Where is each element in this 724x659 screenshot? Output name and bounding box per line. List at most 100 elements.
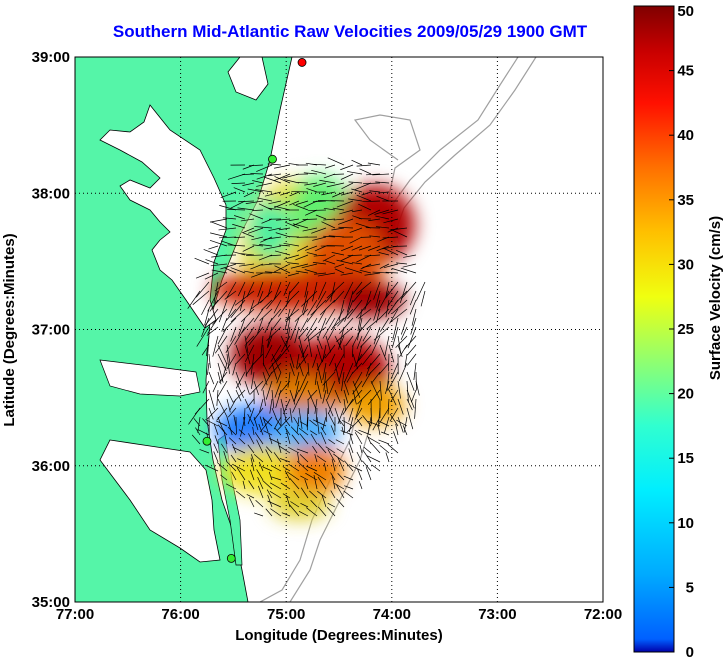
colorbar-tick-label: 15: [677, 450, 694, 467]
velocity-vector: [356, 164, 372, 167]
velocity-vector: [378, 308, 390, 320]
velocity-vector: [284, 308, 291, 331]
velocity-vector: [244, 344, 255, 363]
velocity-vector: [196, 326, 210, 347]
velocity-vector: [288, 281, 300, 295]
velocity-vector: [293, 416, 300, 427]
velocity-vector: [277, 299, 291, 317]
velocity-vector: [249, 213, 264, 220]
velocity-vector: [304, 182, 318, 186]
colorbar-label: Surface Velocity (cm/s): [707, 216, 724, 380]
velocity-vector: [387, 371, 399, 391]
velocity-vector: [219, 236, 237, 239]
velocity-vector: [301, 344, 309, 358]
velocity-vector: [268, 200, 282, 205]
velocity-vector: [206, 326, 219, 336]
velocity-vector: [296, 200, 309, 205]
velocity-vector: [248, 164, 264, 167]
velocity-vector: [385, 380, 390, 394]
velocity-vector: [391, 326, 399, 348]
velocity-vector: [230, 200, 246, 209]
velocity-vector: [188, 407, 201, 425]
velocity-vector: [279, 458, 291, 463]
velocity-vector: [340, 173, 354, 180]
velocity-vector: [305, 209, 318, 216]
velocity-vector: [226, 389, 234, 403]
velocity-vector: [375, 290, 381, 308]
velocity-vector: [206, 335, 210, 357]
velocity-vector: [274, 427, 282, 436]
velocity-vector: [351, 159, 363, 166]
velocity-vector: [213, 281, 219, 304]
velocity-vector: [295, 270, 309, 274]
velocity-vector: [203, 249, 219, 256]
velocity-vector: [263, 417, 273, 427]
velocity-vector: [379, 263, 390, 269]
velocity-vector: [231, 443, 237, 454]
velocity-vector: [325, 308, 336, 325]
radar-site-marker: [297, 58, 307, 67]
velocity-vector: [303, 200, 318, 208]
velocity-vector: [277, 416, 291, 431]
velocity-vector: [232, 446, 246, 454]
velocity-vector: [344, 267, 363, 274]
velocity-vector: [275, 389, 282, 408]
velocity-vector: [387, 444, 399, 454]
colorbar-tick-label: 30: [677, 256, 694, 273]
velocity-vector: [241, 317, 255, 334]
velocity-vector: [257, 281, 264, 297]
velocity-vector: [338, 218, 354, 225]
velocity-vector: [257, 485, 264, 499]
velocity-vector: [259, 398, 264, 413]
velocity-vector: [232, 463, 246, 472]
velocity-vector: [385, 271, 399, 274]
velocity-vector: [242, 245, 255, 252]
velocity-vector: [210, 221, 228, 229]
velocity-vector: [306, 188, 318, 193]
velocity-vector: [312, 353, 318, 368]
velocity-arrows: [187, 157, 426, 517]
velocity-vector: [407, 353, 417, 366]
velocity-vector: [344, 362, 354, 382]
velocity-vector: [362, 460, 372, 472]
velocity-vector: [346, 171, 363, 175]
velocity-vector: [347, 389, 363, 407]
colorbar: 0 5 10 15 20 25 30 35 40 45 50 Surface Velocity (c…: [633, 3, 724, 659]
velocity-vector: [304, 478, 309, 490]
velocity-vector: [235, 389, 242, 402]
velocity-vector: [413, 362, 417, 381]
velocity-vector: [283, 254, 300, 260]
velocity-vector: [232, 223, 246, 229]
velocity-vector: [366, 317, 381, 330]
velocity-vector: [310, 433, 318, 445]
velocity-vector: [305, 317, 318, 337]
velocity-vector: [226, 416, 233, 436]
velocity-vector: [291, 434, 300, 445]
velocity-vector: [312, 163, 327, 166]
velocity-vector: [306, 407, 309, 428]
velocity-vector: [379, 344, 387, 361]
velocity-vector: [387, 299, 399, 315]
velocity-vector: [256, 469, 264, 481]
velocity-vector: [243, 227, 255, 233]
velocity-vector: [280, 398, 287, 420]
velocity-vector: [395, 335, 408, 348]
velocity-vector: [271, 465, 282, 472]
velocity-vector: [375, 226, 390, 229]
colorbar-ticks: 0 5 10 15 20 25 30 35 40 45 50: [669, 3, 694, 659]
velocity-vector: [269, 491, 282, 499]
velocity-vector: [258, 461, 264, 472]
velocity-vector: [285, 221, 300, 229]
velocity-vector: [338, 362, 345, 383]
velocity-vector: [351, 209, 363, 213]
velocity-vector: [235, 490, 246, 499]
velocity-vector: [217, 344, 228, 365]
velocity-vector: [320, 426, 327, 436]
velocity-vector: [191, 434, 201, 445]
velocity-vector: [317, 476, 327, 490]
x-tick-label: 72:00: [584, 606, 622, 623]
velocity-vector: [367, 162, 381, 166]
velocity-vector: [358, 481, 363, 490]
colorbar-tick-label: 10: [677, 515, 694, 532]
velocity-vector: [296, 448, 309, 454]
